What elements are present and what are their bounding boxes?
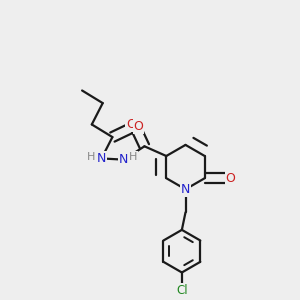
Text: H: H xyxy=(128,152,137,162)
Text: N: N xyxy=(181,183,190,196)
Text: O: O xyxy=(126,118,136,131)
Text: N: N xyxy=(119,153,128,166)
Text: N: N xyxy=(97,152,106,165)
Text: O: O xyxy=(134,120,143,134)
Text: H: H xyxy=(87,152,95,162)
Text: Cl: Cl xyxy=(176,284,188,297)
Text: O: O xyxy=(226,172,236,185)
